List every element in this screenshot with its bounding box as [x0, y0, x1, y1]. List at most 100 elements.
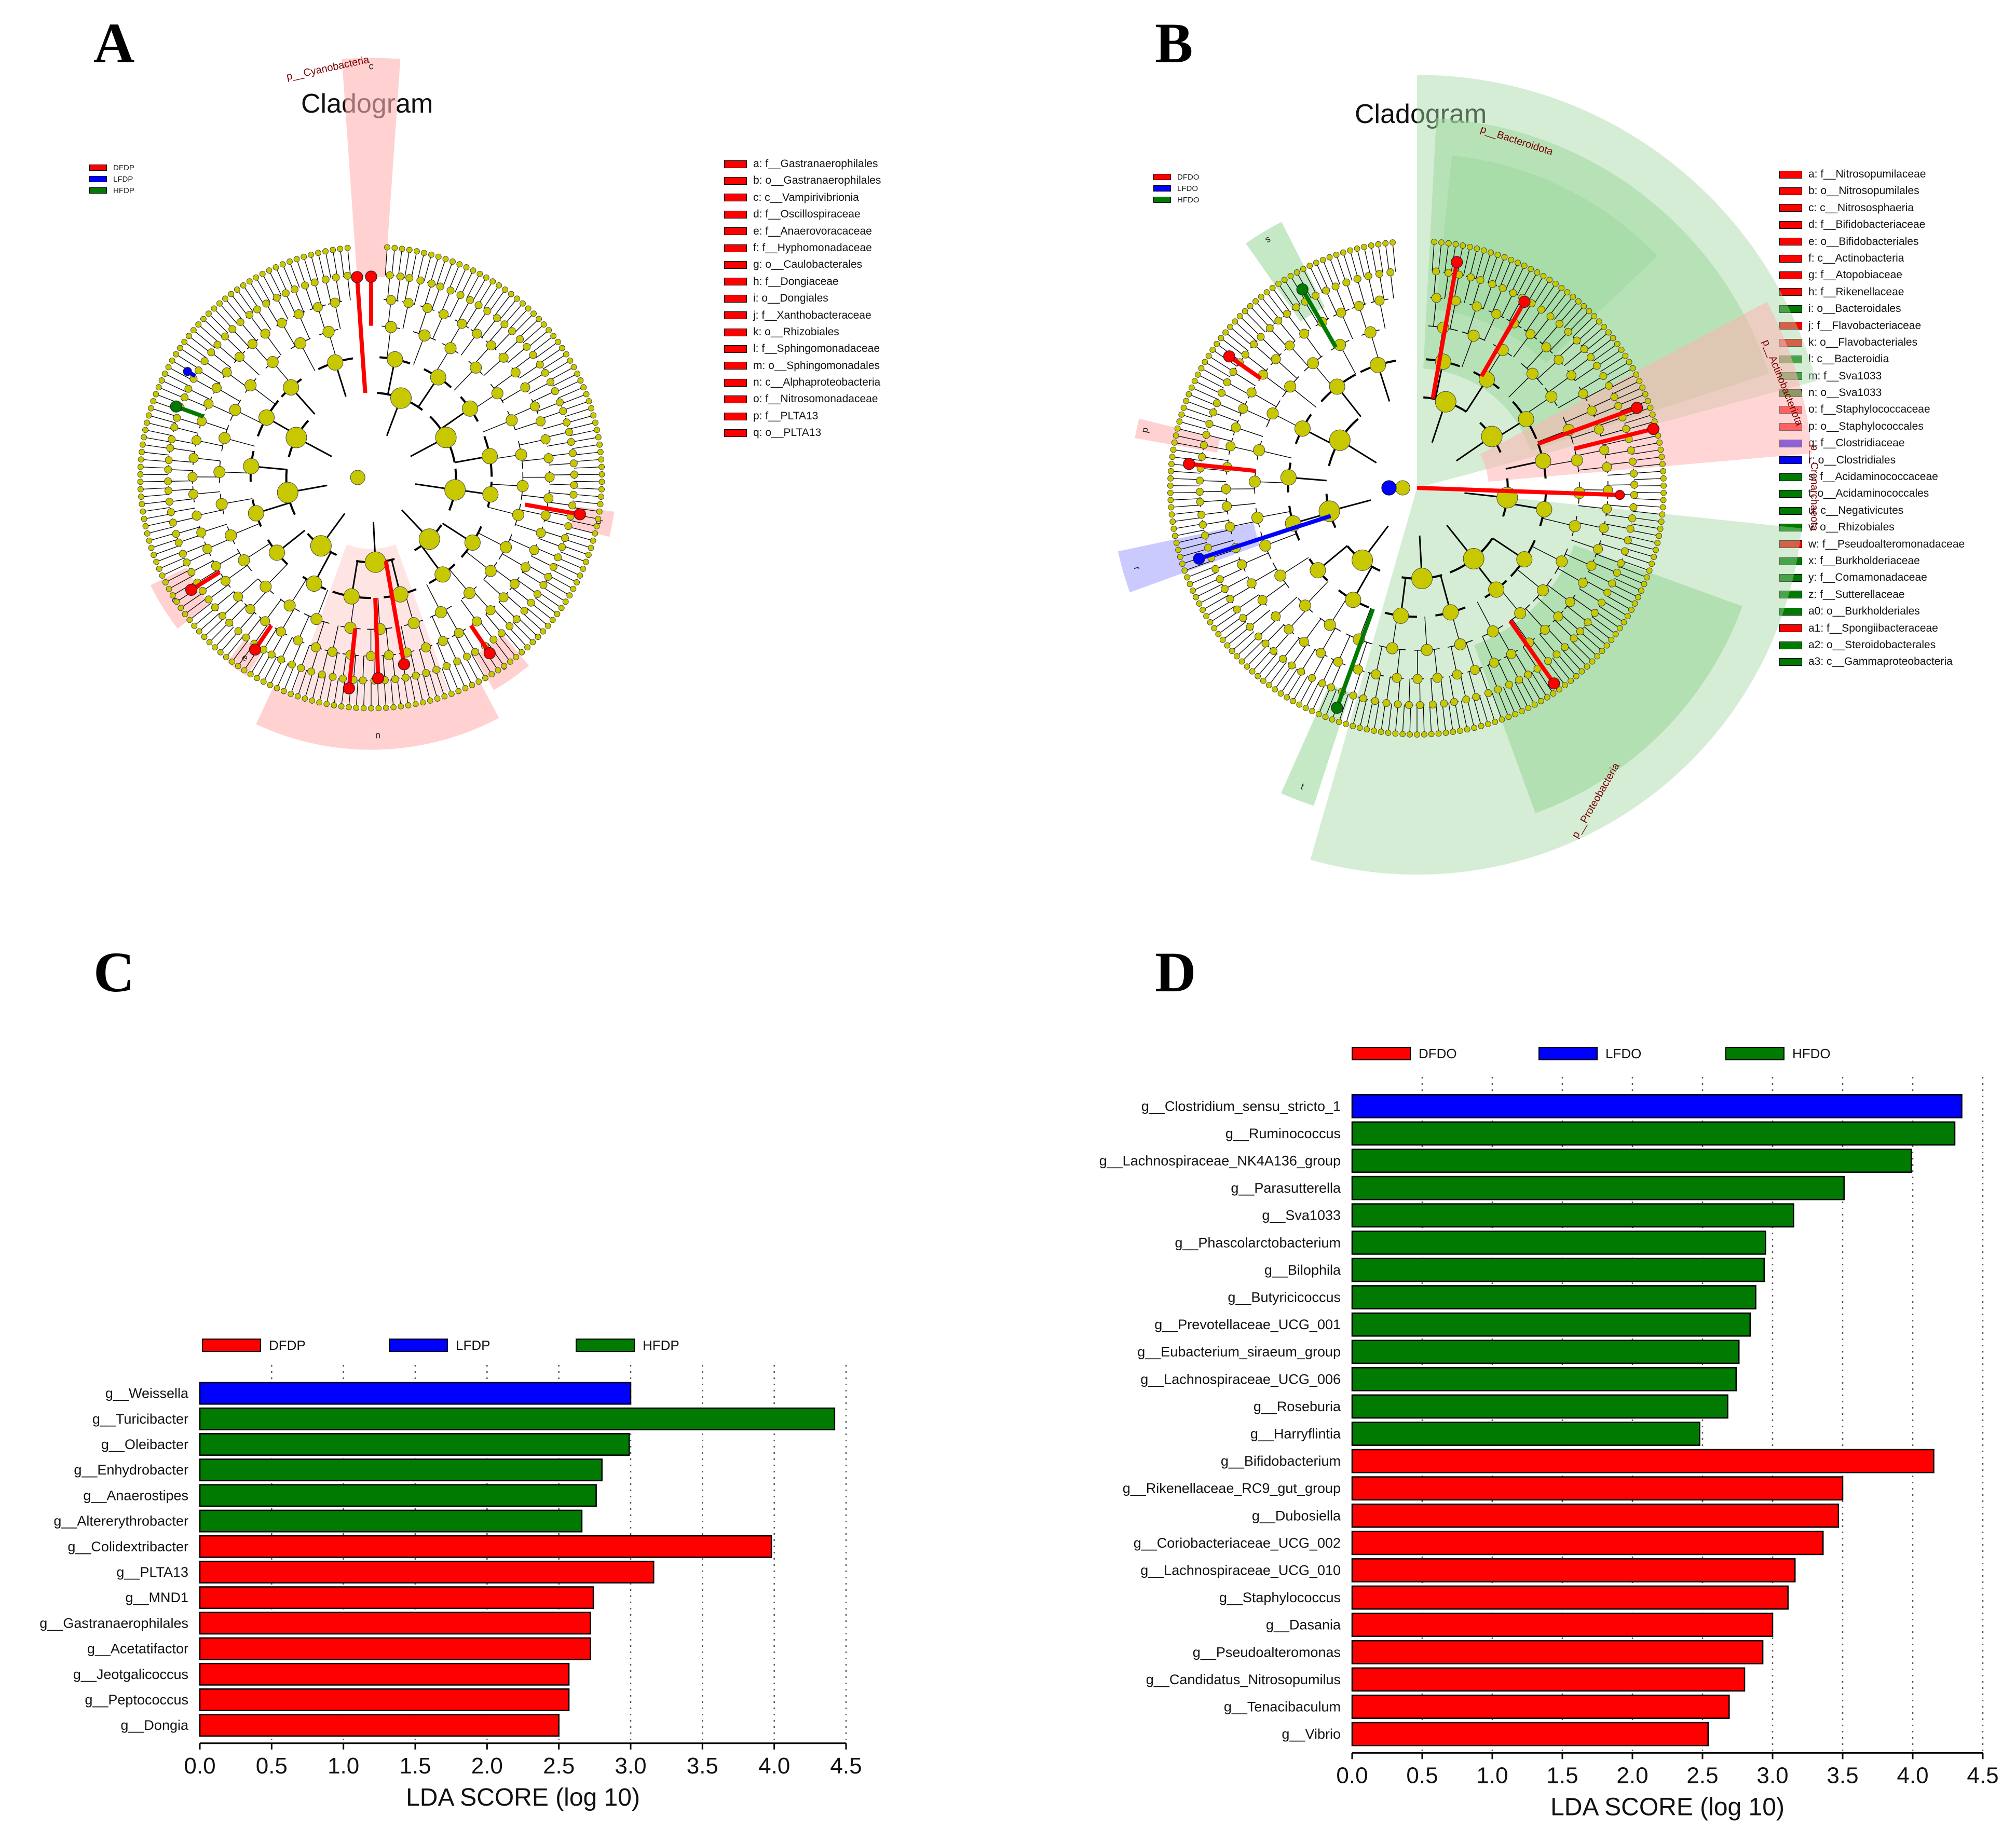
- leaf-branch: [1174, 442, 1204, 448]
- taxon-key-row: q: o__PLTA13: [724, 425, 881, 441]
- clade-node: [1593, 544, 1603, 554]
- leaf-branch: [146, 422, 174, 430]
- enriched-branch: [1300, 288, 1338, 349]
- leaf-node: [513, 654, 520, 660]
- clade-node: [484, 565, 497, 577]
- panel-letter-a: A: [93, 11, 135, 75]
- group-legend-row: LFDP: [89, 173, 134, 185]
- leaf-node: [260, 678, 267, 685]
- clade-node: [225, 619, 234, 627]
- leaf-node: [360, 705, 367, 712]
- clade-node: [516, 480, 529, 492]
- clade-node: [1476, 276, 1484, 284]
- leaf-branch: [1190, 572, 1217, 584]
- clade-branch: [455, 635, 468, 657]
- clade-node: [339, 675, 347, 683]
- clade-node: [169, 518, 177, 527]
- bar-label: g__Dubosiella: [1252, 1508, 1341, 1523]
- leaf-branch: [546, 360, 570, 375]
- taxon-key-swatch: [724, 160, 747, 168]
- leaf-branch: [168, 366, 193, 381]
- leaf-node: [550, 333, 557, 339]
- leaf-node: [150, 398, 157, 404]
- clade-branch: [1265, 624, 1284, 644]
- leaf-node: [1584, 663, 1590, 670]
- x-tick-label: 3.5: [1827, 1763, 1858, 1788]
- clade-branch: [498, 602, 517, 620]
- taxon-key-swatch: [724, 378, 747, 387]
- clade-node: [453, 657, 461, 665]
- leaf-branch: [472, 277, 487, 302]
- lda-bar: [1351, 1094, 1963, 1118]
- clade-node: [1428, 700, 1437, 708]
- leaf-node: [470, 267, 476, 274]
- leaf-node: [375, 705, 382, 712]
- leaf-branch: [142, 452, 170, 456]
- leaf-node: [155, 384, 162, 391]
- leaf-branch: [269, 660, 283, 686]
- taxon-key-swatch: [1779, 507, 1802, 515]
- leaf-node: [287, 258, 293, 265]
- leaf-node: [1438, 239, 1445, 246]
- taxon-key-swatch: [1779, 238, 1802, 246]
- leaf-node: [1562, 682, 1569, 689]
- leaf-branch: [249, 281, 265, 305]
- leaf-branch: [478, 281, 493, 305]
- clade-branch: [1584, 579, 1608, 593]
- leaf-branch: [557, 387, 584, 399]
- clade-node: [1280, 469, 1297, 486]
- cladogram-a-taxon-key: a: f__Gastranaerophilales b: o__Gastranae…: [724, 156, 881, 442]
- leaf-node: [1238, 658, 1245, 665]
- clade-node: [1364, 326, 1377, 338]
- leaf-node: [138, 486, 144, 493]
- clade-node: [392, 586, 408, 603]
- bar-label: g__Eubacterium_siraeum_group: [1137, 1344, 1341, 1360]
- leaf-node: [559, 345, 565, 351]
- clade-branch: [1245, 354, 1266, 371]
- clade-branch: [198, 370, 220, 384]
- leaf-node: [153, 391, 159, 398]
- leaf-node: [137, 463, 144, 470]
- leaf-node: [1656, 533, 1663, 539]
- clade-node: [498, 592, 509, 603]
- clade-node: [1544, 657, 1552, 665]
- clade-node: [1274, 569, 1287, 582]
- clade-node: [1246, 578, 1257, 589]
- taxon-key-swatch: [724, 194, 747, 202]
- clade-node: [213, 466, 226, 478]
- leaf-node: [315, 250, 321, 256]
- enriched-node: [365, 270, 377, 283]
- leaf-branch: [147, 526, 174, 534]
- clade-node: [1318, 679, 1326, 688]
- leaf-node: [1568, 677, 1574, 684]
- clade-branch: [1606, 461, 1633, 466]
- leaf-branch: [1585, 332, 1609, 351]
- leaf-branch: [1500, 260, 1511, 288]
- leaf-node: [1219, 636, 1226, 643]
- cladogram-b: trspp__Bacteroidotap__Actinobacteriotap_…: [1118, 75, 1820, 875]
- leaf-node: [1618, 347, 1625, 353]
- clade-branch: [335, 277, 341, 302]
- leaf-node: [585, 552, 592, 558]
- leaf-branch: [574, 487, 602, 490]
- leaf-branch: [1343, 252, 1353, 281]
- leaf-branch: [1170, 492, 1200, 494]
- leaf-node: [496, 282, 502, 289]
- clade-node: [482, 448, 498, 465]
- clade-branch: [1213, 412, 1238, 422]
- leaf-branch: [172, 581, 197, 596]
- clade-branch: [1278, 320, 1296, 342]
- leaf-branch: [555, 380, 581, 393]
- clade-branch: [1397, 678, 1401, 705]
- clade-node: [439, 309, 449, 320]
- leaf-node: [1172, 533, 1178, 539]
- leaf-branch: [1531, 672, 1548, 698]
- clade-node: [523, 343, 531, 351]
- leaf-node: [1435, 730, 1442, 737]
- clade-node: [1565, 597, 1575, 607]
- leaf-branch: [1538, 283, 1556, 309]
- leaf-branch: [1575, 636, 1598, 657]
- clade-node: [457, 319, 467, 329]
- leaf-node: [1578, 668, 1585, 675]
- x-tick-label: 4.5: [830, 1753, 862, 1779]
